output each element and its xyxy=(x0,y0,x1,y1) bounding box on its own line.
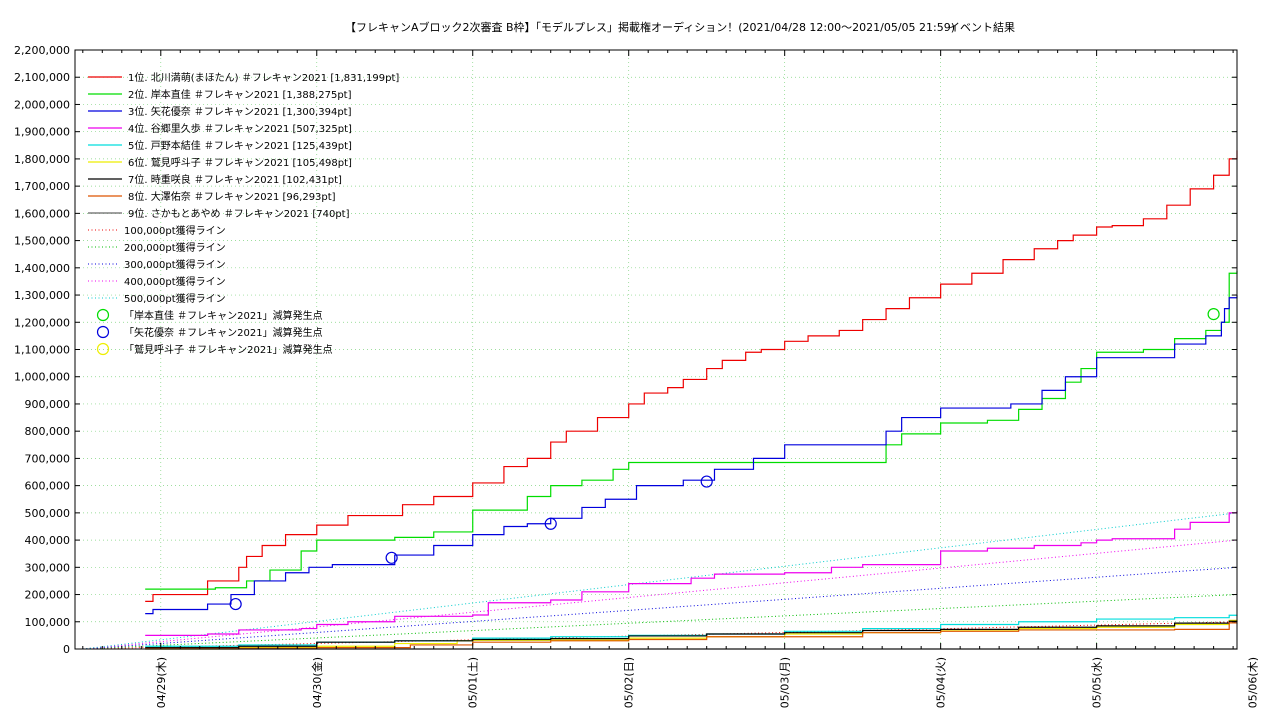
deduction-marker-2 xyxy=(385,551,398,564)
legend-label: 5位. 戸野本結佳 ＃フレキャン2021 [125,439pt] xyxy=(128,139,352,152)
series-line-5 xyxy=(145,614,1238,647)
y-tick-label: 1,100,000 xyxy=(14,344,70,357)
guide-line-11 xyxy=(82,594,1238,650)
legend: 1位. 北川満萌(まほたん) ＃フレキャン2021 [1,831,199pt] 2… xyxy=(88,71,399,356)
legend-label: 「矢花優奈 ＃フレキャン2021」減算発生点 xyxy=(124,326,323,339)
legend-label: 6位. 鷲見呼斗子 ＃フレキャン2021 [105,498pt] xyxy=(128,156,352,169)
y-tick-label: 800,000 xyxy=(25,425,71,438)
legend-label: 3位. 矢花優奈 ＃フレキャン2021 [1,300,394pt] xyxy=(128,105,352,118)
y-tick-label: 1,000,000 xyxy=(14,371,70,384)
legend-label: 「鷲見呼斗子 ＃フレキャン2021」減算発生点 xyxy=(124,343,333,356)
x-tick-label: 05/01(土) xyxy=(467,657,480,708)
x-tick-label: 04/30(金) xyxy=(310,657,324,708)
legend-label: 「岸本直佳 ＃フレキャン2021」減算発生点 xyxy=(124,309,323,322)
y-tick-label: 500,000 xyxy=(25,507,71,520)
legend-marker xyxy=(96,308,110,322)
y-tick-label: 1,400,000 xyxy=(14,262,70,275)
y-tick-label: 600,000 xyxy=(25,480,71,493)
deduction-marker-2 xyxy=(700,475,713,488)
y-tick-label: 2,200,000 xyxy=(14,44,70,57)
legend-marker xyxy=(96,342,110,356)
legend-marker xyxy=(96,325,110,339)
x-tick-label: 05/02(日) xyxy=(623,657,636,708)
legend-label: 2位. 岸本直佳 ＃フレキャン2021 [1,388,275pt] xyxy=(128,88,352,101)
grid xyxy=(75,49,1237,650)
legend-label: 8位. 大澤佑奈 ＃フレキャン2021 [96,293pt] xyxy=(128,190,336,203)
series-line-4 xyxy=(145,510,1238,636)
y-tick-label: 1,300,000 xyxy=(14,289,70,302)
legend-label: 200,000pt獲得ライン xyxy=(124,241,226,254)
y-tick-label: 1,500,000 xyxy=(14,235,70,248)
deduction-marker-1 xyxy=(1207,308,1220,321)
y-tick-label: 300,000 xyxy=(25,561,71,574)
y-tick-label: 900,000 xyxy=(25,398,71,411)
deduction-marker-2 xyxy=(544,517,557,530)
legend-label: 7位. 時重咲良 ＃フレキャン2021 [102,431pt] xyxy=(128,173,342,186)
y-tick-label: 0 xyxy=(63,643,70,656)
deduction-marker-2 xyxy=(229,597,242,611)
y-tick-label: 1,600,000 xyxy=(14,207,70,220)
legend-label: 400,000pt獲得ライン xyxy=(124,275,226,288)
series-lines xyxy=(145,150,1238,650)
y-tick-label: 1,900,000 xyxy=(14,126,70,139)
series-line-8 xyxy=(145,622,1238,650)
y-tick-label: 400,000 xyxy=(25,534,71,547)
deduction-markers xyxy=(229,308,1220,611)
x-tick-label: 05/06(木) xyxy=(1247,657,1260,708)
y-tick-label: 700,000 xyxy=(25,452,71,465)
axes: 0 100,000 200,000 300,000 400,000 500,000 600,… xyxy=(14,44,1260,708)
series-line-1 xyxy=(145,150,1238,602)
legend-label: 300,000pt獲得ライン xyxy=(124,258,226,271)
y-tick-label: 100,000 xyxy=(25,616,71,629)
guide-line-14 xyxy=(82,512,1238,650)
y-tick-label: 1,200,000 xyxy=(14,316,70,329)
legend-label: 9位. さかもとあやめ ＃フレキャン2021 [740pt] xyxy=(128,207,350,220)
y-tick-label: 1,700,000 xyxy=(14,180,70,193)
x-tick-label: 05/03(月) xyxy=(779,657,792,708)
y-tick-label: 1,800,000 xyxy=(14,153,70,166)
chart-subtitle: イベント結果 xyxy=(949,20,1015,34)
x-tick-label: 05/04(火) xyxy=(935,657,948,708)
legend-label: 500,000pt獲得ライン xyxy=(124,292,226,305)
guide-lines xyxy=(82,512,1238,650)
x-tick-label: 05/05(水) xyxy=(1091,657,1104,708)
guide-line-12 xyxy=(82,566,1238,650)
legend-label: 1位. 北川満萌(まほたん) ＃フレキャン2021 [1,831,199pt] xyxy=(128,71,399,84)
legend-label: 4位. 谷郷里久歩 ＃フレキャン2021 [507,325pt] xyxy=(128,122,352,135)
y-tick-label: 2,000,000 xyxy=(14,98,70,111)
guide-line-13 xyxy=(82,539,1238,650)
x-tick-label: 04/29(木) xyxy=(155,657,168,708)
chart-title: 【フレキャンAブロック2次審査 B枠】「モデルプレス」掲載権オーディション！(2… xyxy=(345,20,955,34)
y-tick-label: 2,100,000 xyxy=(14,71,70,84)
series-line-7 xyxy=(145,620,1238,649)
y-tick-label: 200,000 xyxy=(25,589,71,602)
series-line-2 xyxy=(145,271,1238,590)
series-line-3 xyxy=(145,294,1238,615)
legend-label: 100,000pt獲得ライン xyxy=(124,224,226,237)
